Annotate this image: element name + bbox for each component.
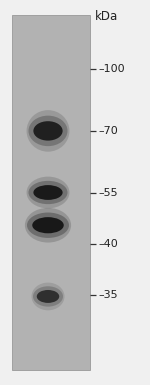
Text: –35: –35 xyxy=(98,290,118,300)
Ellipse shape xyxy=(33,286,63,306)
Ellipse shape xyxy=(28,181,68,204)
Text: –100: –100 xyxy=(98,64,125,74)
Ellipse shape xyxy=(37,290,59,303)
Text: –40: –40 xyxy=(98,239,118,249)
Ellipse shape xyxy=(27,213,69,238)
FancyBboxPatch shape xyxy=(12,15,90,370)
Ellipse shape xyxy=(33,185,63,200)
Text: –55: –55 xyxy=(98,187,118,198)
Ellipse shape xyxy=(27,110,69,152)
Ellipse shape xyxy=(25,208,71,243)
Text: kDa: kDa xyxy=(94,10,118,23)
Ellipse shape xyxy=(28,116,68,146)
Ellipse shape xyxy=(33,121,63,141)
Text: –70: –70 xyxy=(98,126,118,136)
Ellipse shape xyxy=(32,283,64,310)
Ellipse shape xyxy=(27,177,69,208)
Ellipse shape xyxy=(32,217,64,233)
